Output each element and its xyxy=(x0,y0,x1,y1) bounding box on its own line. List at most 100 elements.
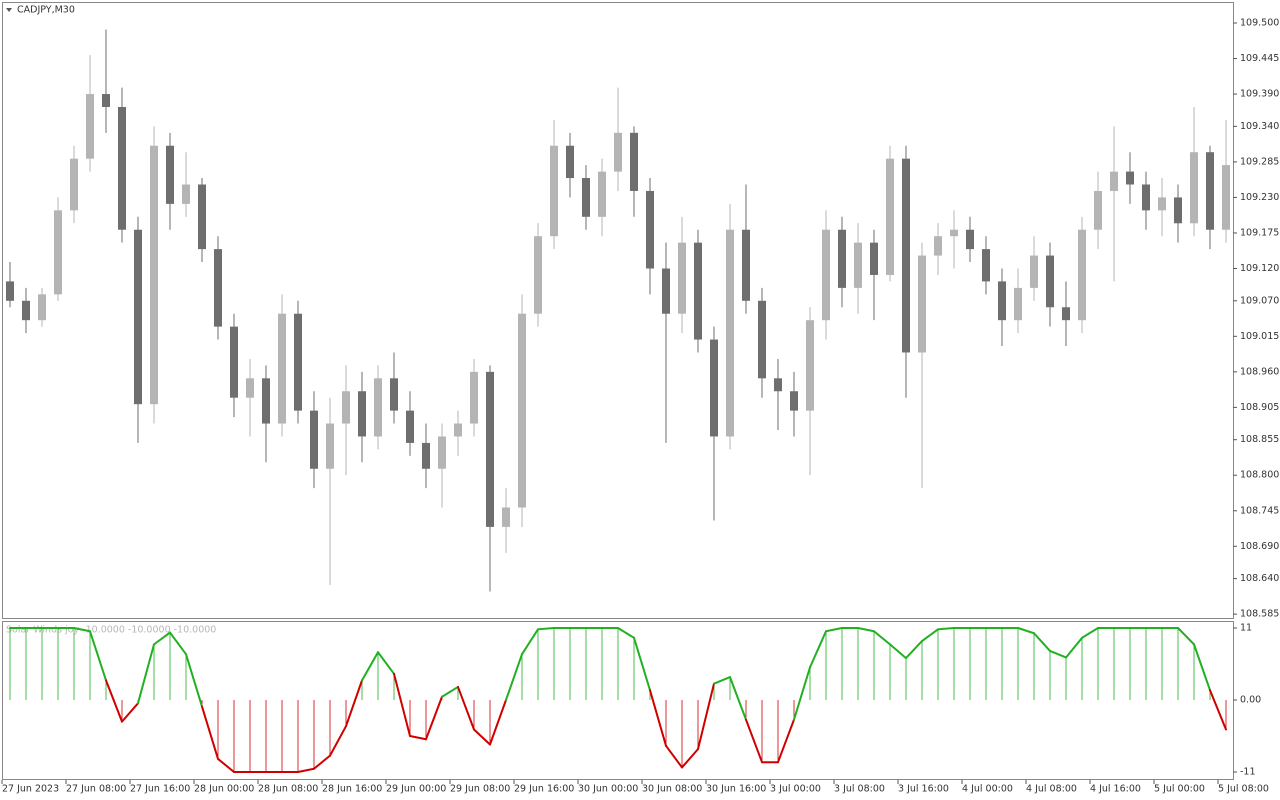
y-tick-label: 109.340 xyxy=(1240,121,1279,132)
candle-body xyxy=(246,378,254,398)
candle-body xyxy=(390,378,398,411)
oscillator-line xyxy=(889,643,907,660)
candle-body xyxy=(454,423,462,437)
candle-body xyxy=(1110,171,1118,191)
y-tick-label: 108.855 xyxy=(1240,434,1279,445)
candle-body xyxy=(870,242,878,275)
x-tick-label: 3 Jul 16:00 xyxy=(898,784,949,795)
candle-body xyxy=(598,171,606,217)
chart-title: CADJPY,M30 xyxy=(17,5,75,16)
y-tick-label: 11 xyxy=(1240,623,1252,634)
x-tick-label: 28 Jun 08:00 xyxy=(258,784,318,795)
candle-body xyxy=(918,255,926,353)
candle-body xyxy=(742,229,750,301)
oscillator-line xyxy=(697,682,715,751)
candle-body xyxy=(1222,165,1230,230)
candle-body xyxy=(406,410,414,443)
candle-body xyxy=(1126,171,1134,185)
candle-body xyxy=(982,249,990,282)
oscillator-line xyxy=(505,653,523,702)
x-tick-label: 4 Jul 08:00 xyxy=(1026,784,1077,795)
oscillator-line xyxy=(409,735,427,741)
candle-body xyxy=(822,229,830,321)
candle-body xyxy=(326,423,334,469)
x-tick-label: 5 Jul 00:00 xyxy=(1154,784,1205,795)
candle-body xyxy=(646,190,654,269)
y-tick-label: 108.640 xyxy=(1240,573,1279,584)
oscillator-line xyxy=(1033,632,1051,652)
candle-body xyxy=(518,313,526,508)
oscillator-line xyxy=(633,636,651,692)
candle-body xyxy=(1174,197,1182,224)
candle-body xyxy=(102,94,110,107)
oscillator-line xyxy=(681,748,699,769)
candle-body xyxy=(1206,152,1214,230)
x-tick-label: 27 Jun 08:00 xyxy=(66,784,126,795)
y-tick-label: 108.585 xyxy=(1240,609,1279,620)
x-tick-label: 4 Jul 00:00 xyxy=(962,784,1013,795)
oscillator-line xyxy=(1065,636,1083,659)
oscillator-line xyxy=(393,672,411,738)
candle-body xyxy=(374,378,382,437)
oscillator-line xyxy=(73,627,91,633)
oscillator-line xyxy=(217,757,235,774)
x-tick-label: 3 Jul 08:00 xyxy=(834,784,885,795)
oscillator-line xyxy=(1193,643,1211,692)
candle-body xyxy=(534,236,542,314)
candle-body xyxy=(934,236,942,256)
oscillator-line xyxy=(441,685,459,698)
oscillator-line xyxy=(121,702,139,723)
candle-body xyxy=(726,229,734,437)
candle-body xyxy=(950,229,958,237)
x-tick-label: 30 Jun 16:00 xyxy=(706,784,766,795)
candle-body xyxy=(342,391,350,424)
oscillator-line xyxy=(937,627,955,631)
oscillator-line xyxy=(489,699,507,746)
oscillator-line xyxy=(473,728,491,746)
candle-body xyxy=(38,294,46,321)
dropdown-icon[interactable] xyxy=(6,8,12,12)
candle-body xyxy=(1078,229,1086,321)
candle-body xyxy=(1030,255,1038,288)
oscillator-line xyxy=(361,651,379,682)
main-panel xyxy=(2,2,1234,619)
oscillator-line xyxy=(329,725,347,757)
candle-body xyxy=(710,339,718,437)
oscillator-line xyxy=(713,676,731,685)
y-tick-label: 109.120 xyxy=(1240,263,1279,274)
oscillator-line xyxy=(857,627,875,633)
x-tick-label: 29 Jun 08:00 xyxy=(450,784,510,795)
oscillator-line xyxy=(105,679,123,723)
x-tick-label: 5 Jul 08:00 xyxy=(1218,784,1269,795)
oscillator-line xyxy=(793,666,811,721)
x-tick-label: 29 Jun 16:00 xyxy=(514,784,574,795)
y-tick-label: 0.00 xyxy=(1240,695,1261,706)
oscillator-line xyxy=(297,767,315,774)
y-tick-label: 108.800 xyxy=(1240,470,1279,481)
candle-body xyxy=(150,145,158,405)
candle-body xyxy=(278,313,286,424)
oscillator-line xyxy=(1209,689,1227,731)
oscillator-line xyxy=(617,627,635,639)
candle-body xyxy=(1046,255,1054,308)
candle-body xyxy=(550,145,558,237)
candle-body xyxy=(198,184,206,250)
oscillator-line xyxy=(1081,627,1099,639)
candle-body xyxy=(886,158,894,275)
oscillator-line xyxy=(201,705,219,760)
candle-body xyxy=(1062,307,1070,321)
y-tick-label: 109.015 xyxy=(1240,331,1279,342)
candle-body xyxy=(86,94,94,159)
candle-body xyxy=(630,132,638,191)
candle-body xyxy=(294,313,302,411)
oscillator-line xyxy=(377,651,395,675)
candle-body xyxy=(1158,197,1166,211)
indicator-title: Solar Winds joy -10.0000 -10.0000 -10.00… xyxy=(6,625,216,636)
y-tick-label: 108.960 xyxy=(1240,366,1279,377)
candle-body xyxy=(1094,190,1102,230)
candle-body xyxy=(502,507,510,527)
candle-body xyxy=(790,391,798,411)
x-tick-label: 27 Jun 2023 xyxy=(2,784,59,795)
